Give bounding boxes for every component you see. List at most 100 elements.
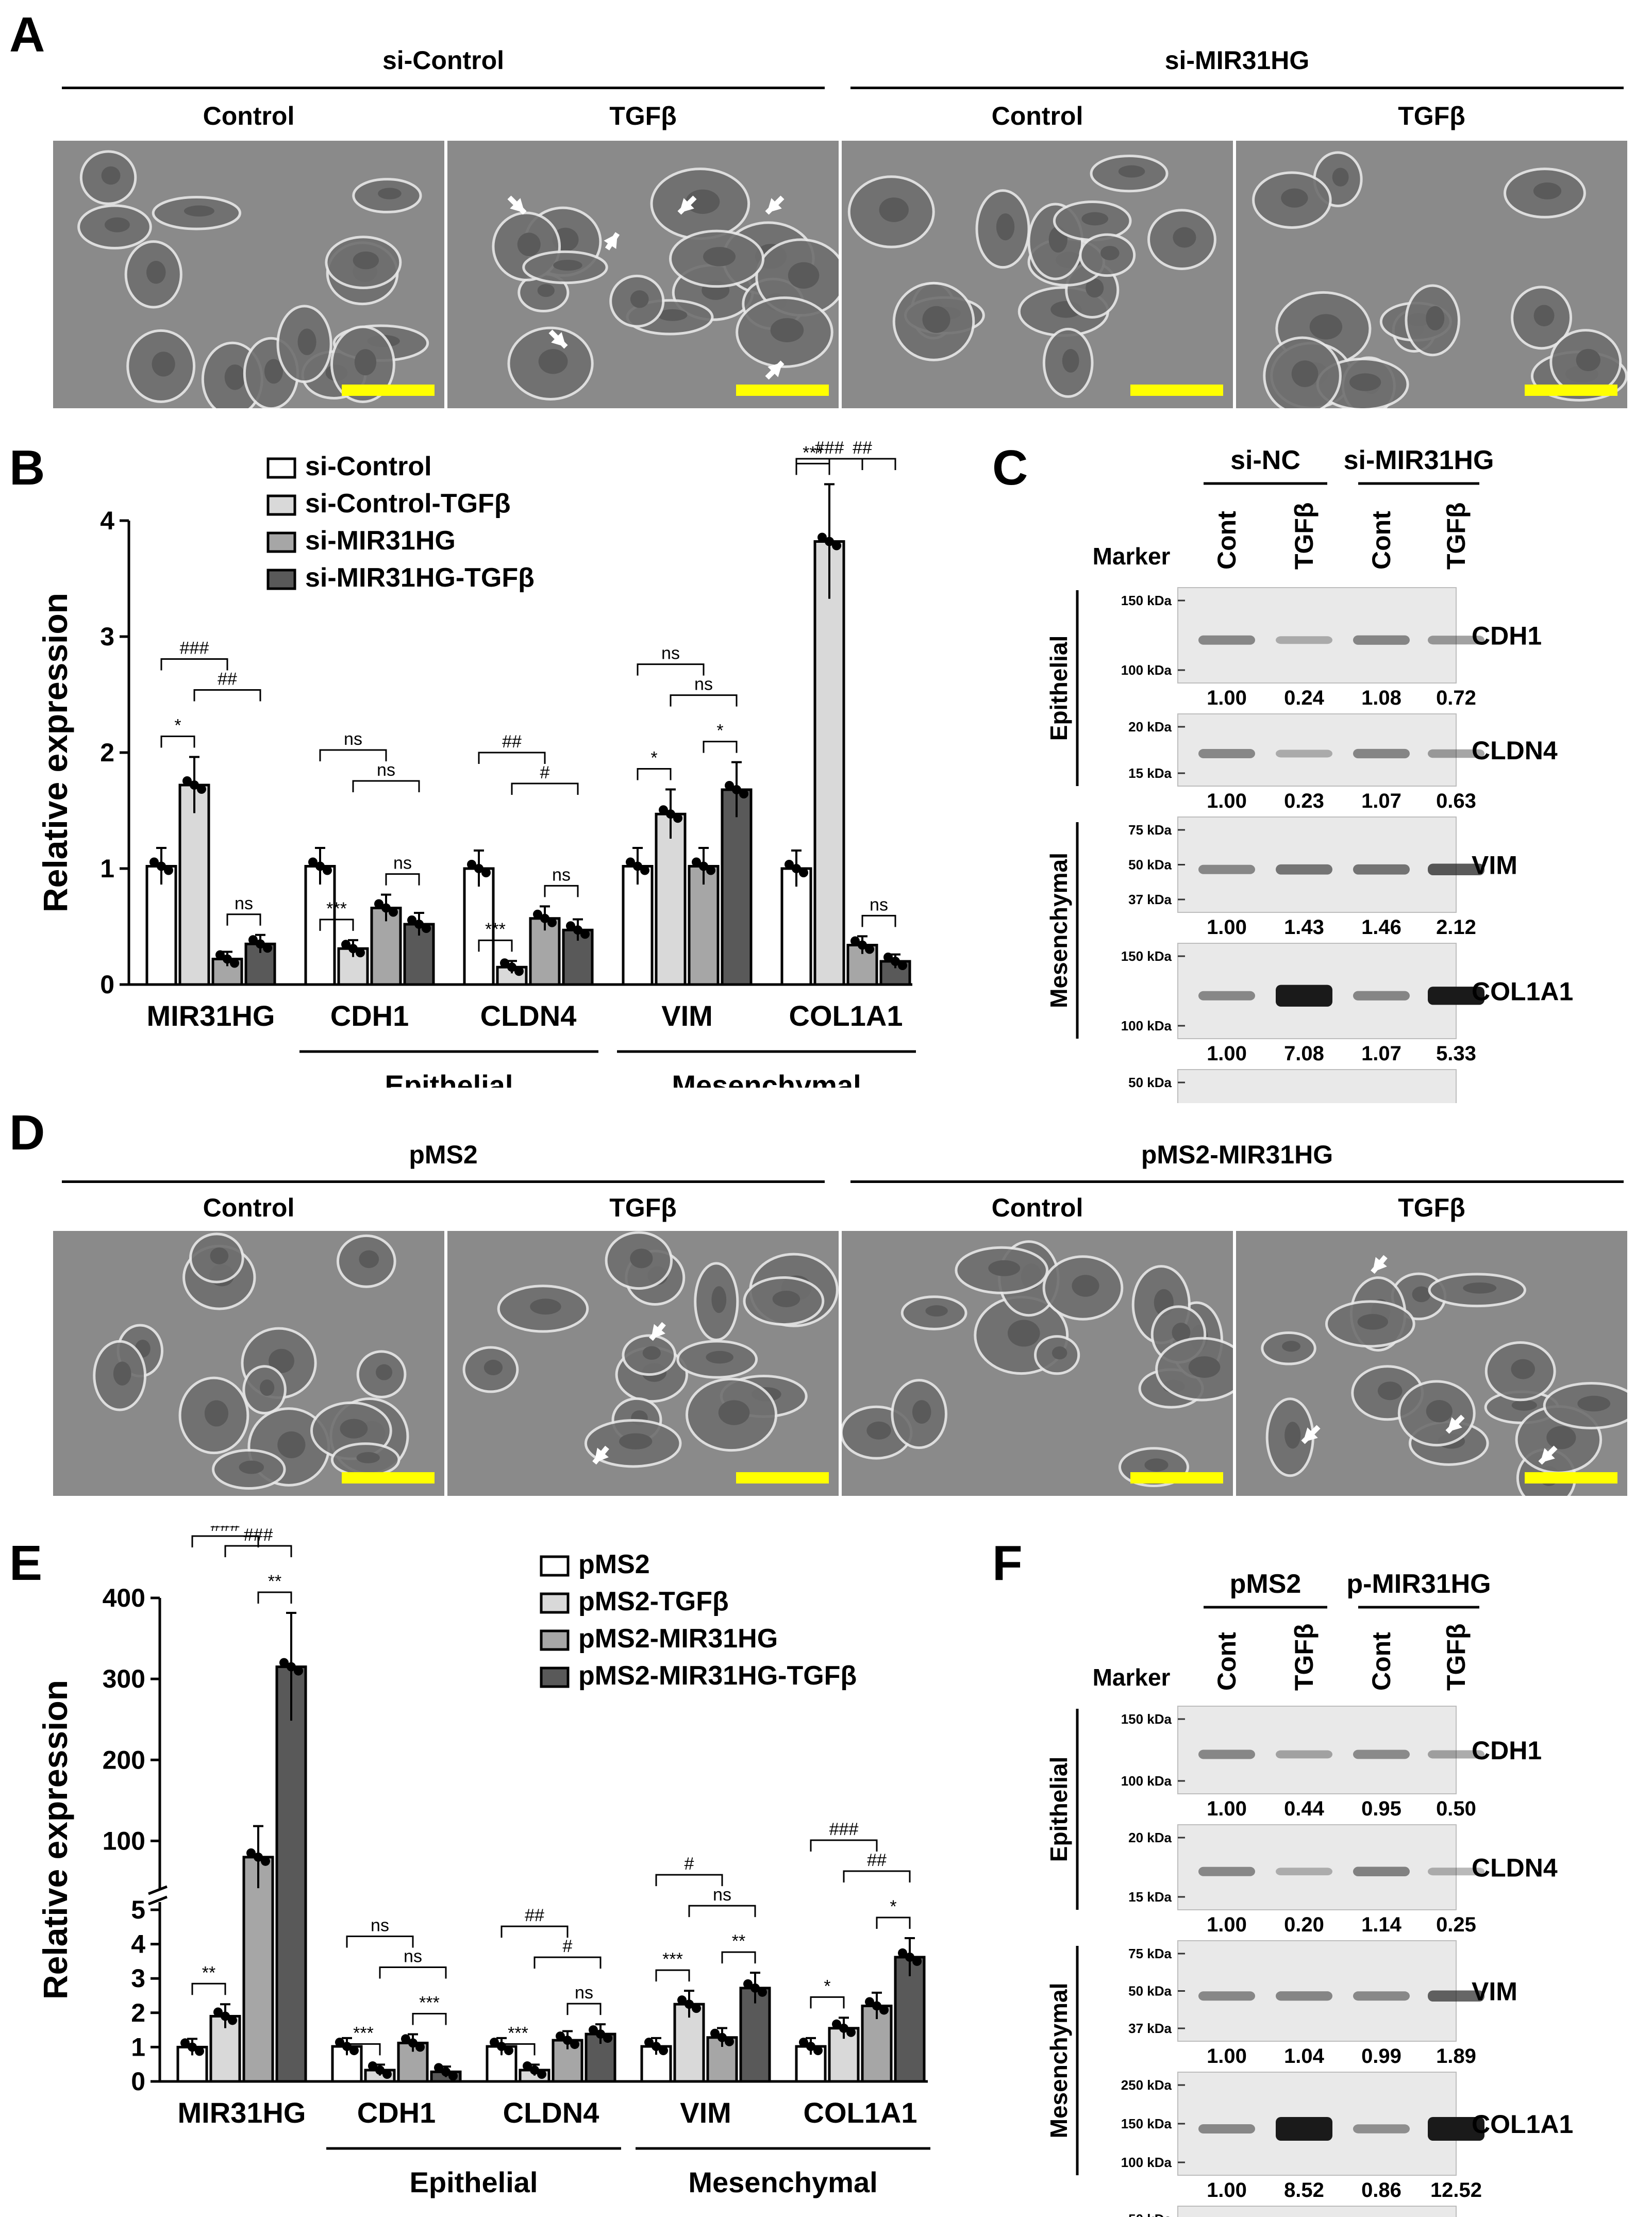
data-point xyxy=(872,2001,881,2011)
micrograph-image xyxy=(840,139,1234,410)
significance-label: ## xyxy=(525,1906,544,1925)
cell-nucleus xyxy=(1332,168,1349,187)
y-tick-label: 5 xyxy=(131,1895,145,1924)
legend-label: pMS2 xyxy=(578,1549,650,1579)
lane-label: TGFβ xyxy=(1442,1624,1471,1691)
bar xyxy=(242,1856,274,2083)
protein-band xyxy=(1276,1750,1332,1759)
protein-band xyxy=(1353,635,1410,645)
data-point xyxy=(832,541,841,551)
protein-band xyxy=(1198,991,1255,1001)
cell-nucleus xyxy=(359,1250,379,1269)
ladder-label: 150 kDa xyxy=(1121,948,1172,964)
densitometry-value: 0.24 xyxy=(1284,687,1325,709)
significance-bracket xyxy=(319,919,354,931)
cell-nucleus xyxy=(210,1247,229,1264)
significance-bracket xyxy=(876,1916,911,1929)
ladder-label: 15 kDa xyxy=(1128,765,1172,781)
cell-nucleus xyxy=(1284,1422,1301,1449)
y-tick-label: 0 xyxy=(100,970,114,999)
lane-label: Cont xyxy=(1367,511,1396,570)
legend-swatch xyxy=(266,569,296,590)
protein-band xyxy=(1353,864,1410,875)
arrow-icon xyxy=(1371,1255,1388,1274)
panel-label-f: F xyxy=(992,1536,1023,1591)
blot-group-header: si-NC xyxy=(1230,445,1300,475)
y-tick-label: 3 xyxy=(131,1964,145,1993)
legend-label: si-MIR31HG-TGFβ xyxy=(305,563,535,593)
data-point xyxy=(883,953,893,962)
protein-label: CLDN4 xyxy=(1472,736,1558,765)
scale-bar xyxy=(342,1472,435,1483)
significance-label: *** xyxy=(326,899,347,919)
cell-nucleus xyxy=(1576,348,1600,372)
protein-band xyxy=(1276,636,1332,644)
data-point xyxy=(415,2042,425,2052)
significance-label: ### xyxy=(211,1526,240,1535)
y-tick-label: 0 xyxy=(131,2067,145,2096)
data-point xyxy=(481,868,491,877)
legend-label: pMS2-MIR31HG xyxy=(578,1624,778,1654)
significance-label: ns xyxy=(575,1983,593,2003)
densitometry-value: 0.63 xyxy=(1436,790,1476,812)
blot-membrane xyxy=(1177,713,1457,787)
condition-label: Control xyxy=(991,1193,1083,1222)
data-point xyxy=(434,2063,443,2073)
data-point xyxy=(850,936,860,946)
arrow-icon xyxy=(765,195,785,215)
scale-bar xyxy=(1525,385,1617,396)
data-point xyxy=(382,2070,392,2079)
arrow-icon xyxy=(1538,1445,1558,1465)
data-point xyxy=(389,907,398,917)
significance-label: ## xyxy=(218,670,237,689)
scale-bar xyxy=(1525,1472,1617,1483)
data-point xyxy=(197,785,206,794)
cell-nucleus xyxy=(1081,212,1109,226)
micrograph-image xyxy=(1234,139,1629,410)
data-point xyxy=(523,2061,532,2071)
protein-band xyxy=(1198,864,1255,874)
x-tick-label: MIR31HG xyxy=(147,999,275,1032)
cell-nucleus xyxy=(1062,348,1079,373)
cell-nucleus xyxy=(1007,1320,1040,1347)
data-point xyxy=(732,785,741,794)
protein-band xyxy=(1428,1868,1484,1876)
cell-nucleus xyxy=(988,1260,1021,1276)
cell-nucleus xyxy=(1533,305,1555,327)
arrow-head xyxy=(767,198,782,213)
data-point xyxy=(256,939,265,949)
data-point xyxy=(633,861,642,871)
cell-nucleus xyxy=(517,232,541,256)
data-point xyxy=(832,2019,841,2029)
significance-label: *** xyxy=(485,920,506,939)
cell-nucleus xyxy=(105,217,130,232)
group-underline xyxy=(850,1180,1624,1183)
cell-nucleus xyxy=(1118,165,1145,178)
cell-nucleus xyxy=(630,1248,653,1269)
significance-bracket xyxy=(670,694,738,707)
significance-bracket xyxy=(160,658,228,671)
bar-chart-b: 0 1 2 3 4 Relative expression MIR31HG CDH1 CLDN4… xyxy=(36,438,916,1088)
scale-bar xyxy=(342,385,435,396)
data-point xyxy=(799,868,808,877)
densitometry-value: 1.00 xyxy=(1207,2045,1247,2068)
data-point xyxy=(879,2005,889,2015)
condition-label: Control xyxy=(203,102,295,130)
cell-nucleus xyxy=(1072,1275,1099,1297)
micrograph-image xyxy=(1234,1229,1629,1497)
protein-band xyxy=(1198,749,1255,758)
significance-bracket xyxy=(843,1870,911,1882)
protein-band xyxy=(1198,1749,1255,1759)
densitometry-value: 1.04 xyxy=(1284,2045,1325,2068)
data-point xyxy=(467,860,476,869)
data-point xyxy=(825,537,834,546)
group-header-pms2: pMS2 xyxy=(409,1140,478,1169)
cell-nucleus xyxy=(1282,1341,1300,1352)
arrow-head xyxy=(1447,1417,1462,1432)
protein-band xyxy=(1198,2124,1255,2133)
axis-break-mark xyxy=(148,1895,168,1906)
data-point xyxy=(294,1666,303,1676)
significance-bracket xyxy=(795,462,830,475)
protein-band xyxy=(1198,635,1255,645)
data-point xyxy=(898,961,907,970)
